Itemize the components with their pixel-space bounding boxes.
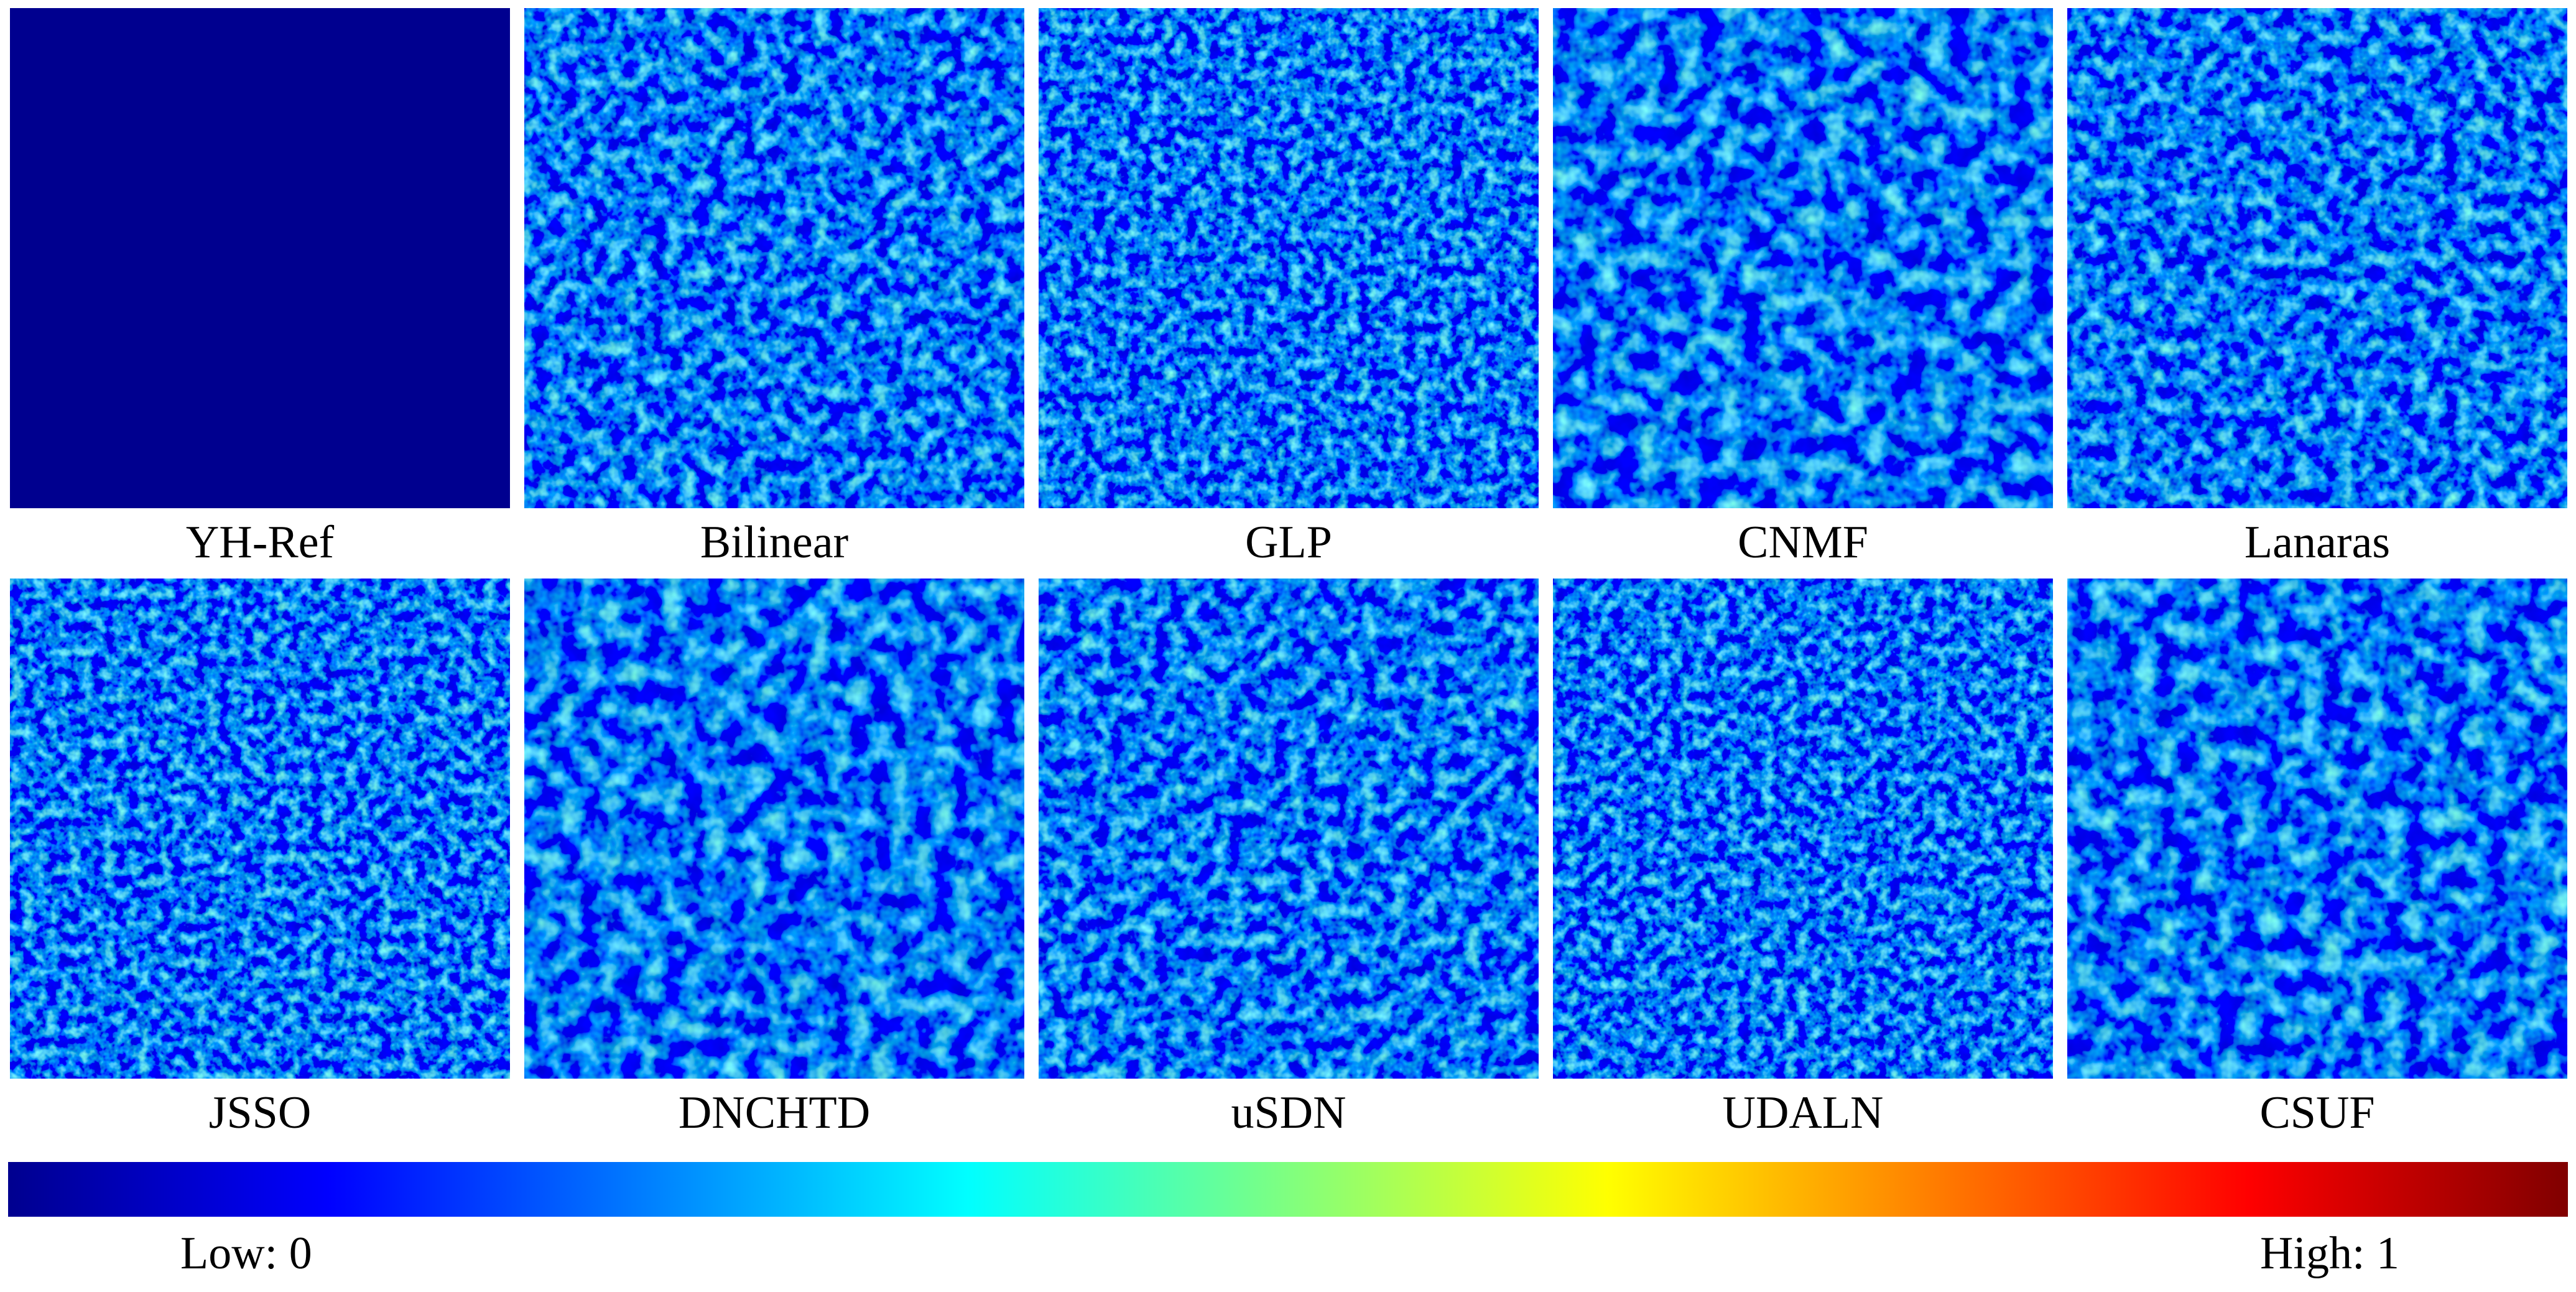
error-map	[1553, 8, 2053, 508]
panel-label: Bilinear	[700, 517, 848, 568]
error-map	[524, 579, 1024, 1079]
panel-label: YH-Ref	[186, 517, 335, 568]
error-map	[524, 8, 1024, 508]
error-map	[1553, 579, 2053, 1079]
panel-label: uSDN	[1231, 1087, 1346, 1138]
error-map	[1039, 579, 1539, 1079]
colorbar	[8, 1162, 2568, 1217]
error-map	[10, 8, 510, 508]
panel-label: GLP	[1245, 517, 1332, 568]
panel-label: CSUF	[2259, 1087, 2374, 1138]
colorbar-low-label: Low: 0	[180, 1228, 312, 1279]
panel-label: UDALN	[1723, 1087, 1884, 1138]
colorbar-high-label: High: 1	[2260, 1228, 2399, 1279]
error-map	[2067, 8, 2567, 508]
error-map	[1039, 8, 1539, 508]
panel-label: Lanaras	[2245, 517, 2390, 568]
error-map	[10, 579, 510, 1079]
panel-label: JSSO	[209, 1087, 312, 1138]
panel-label: DNCHTD	[679, 1087, 870, 1138]
error-map	[2067, 579, 2567, 1079]
panel-label: CNMF	[1738, 517, 1868, 568]
